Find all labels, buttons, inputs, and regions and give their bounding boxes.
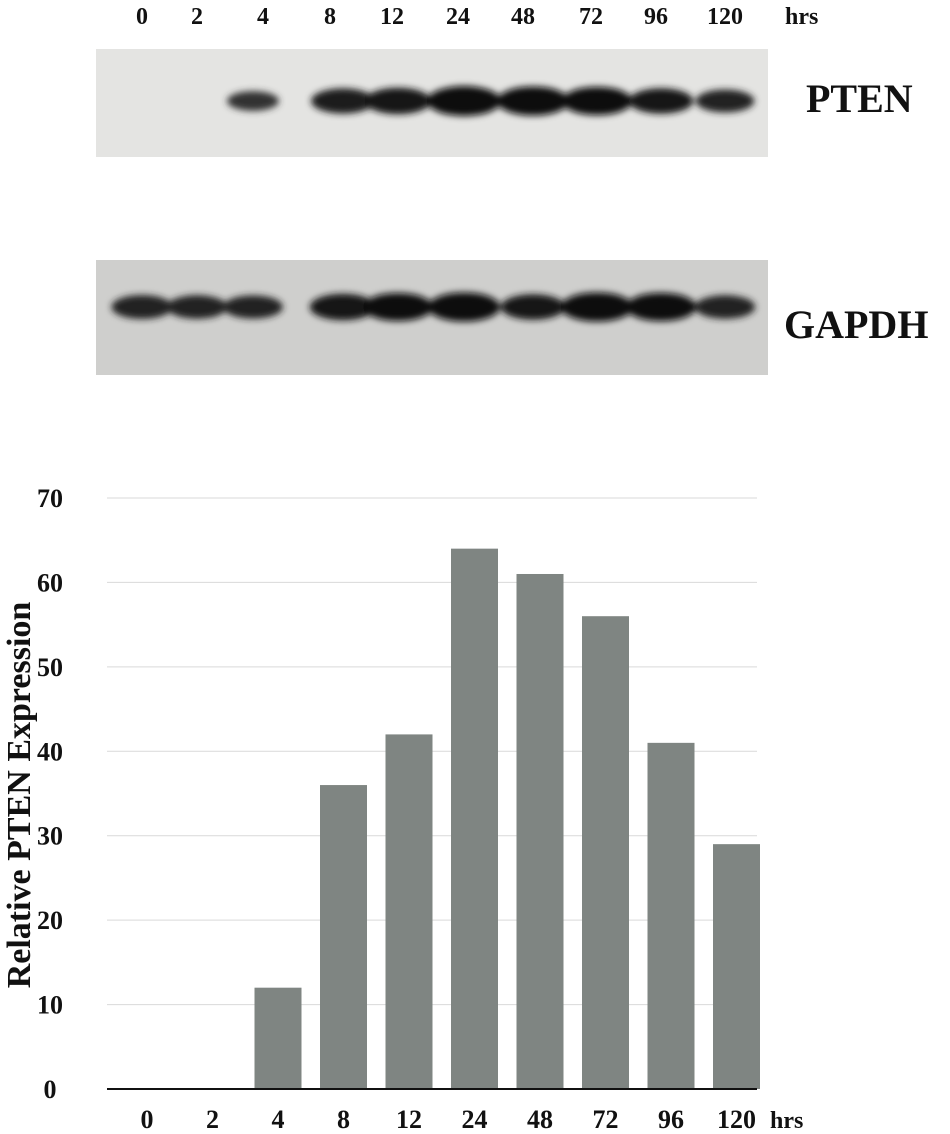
blot-band bbox=[560, 292, 634, 322]
blot-time-label: 4 bbox=[257, 4, 269, 30]
y-tick-label: 10 bbox=[37, 991, 63, 1020]
x-tick-label: 4 bbox=[272, 1105, 285, 1134]
blot-band bbox=[628, 88, 694, 114]
x-tick-label: 48 bbox=[527, 1105, 553, 1134]
pten-band-label: PTEN bbox=[806, 76, 913, 121]
blot-band bbox=[223, 295, 283, 319]
gapdh-blot-panel bbox=[96, 260, 768, 375]
blot-band bbox=[625, 292, 697, 322]
gapdh-bands bbox=[111, 292, 756, 322]
blot-time-label: 12 bbox=[380, 4, 404, 30]
blot-band bbox=[363, 292, 433, 322]
blot-band bbox=[695, 89, 755, 113]
blot-band bbox=[694, 295, 756, 319]
x-tick-label: 0 bbox=[141, 1105, 154, 1134]
blot-time-label: 96 bbox=[644, 4, 668, 30]
blot-band bbox=[227, 91, 279, 111]
y-tick-label: 50 bbox=[37, 653, 63, 682]
y-tick-label: 60 bbox=[37, 568, 63, 597]
blot-time-labels: 0 2 4 8 12 24 48 72 96 120 bbox=[136, 4, 743, 30]
bar bbox=[385, 734, 433, 1089]
pten-bands bbox=[227, 86, 755, 116]
y-tick-label: 20 bbox=[37, 906, 63, 935]
y-tick-label: 70 bbox=[37, 484, 63, 513]
blot-band bbox=[500, 294, 566, 320]
bar bbox=[451, 548, 498, 1089]
blot-time-label: 8 bbox=[324, 4, 336, 30]
x-tick-label: 12 bbox=[396, 1105, 422, 1134]
y-tick-label: 30 bbox=[37, 822, 63, 851]
blot-band bbox=[561, 86, 633, 116]
blot-band bbox=[309, 293, 377, 321]
gapdh-band-label: GAPDH bbox=[784, 302, 928, 347]
blot-time-unit: hrs bbox=[785, 4, 818, 30]
y-tick-label: 0 bbox=[44, 1075, 57, 1104]
bar bbox=[713, 844, 760, 1089]
blot-time-label: 24 bbox=[446, 4, 470, 30]
bars bbox=[254, 548, 760, 1089]
x-tick-label: 96 bbox=[658, 1105, 684, 1134]
x-tick-label: 72 bbox=[593, 1105, 619, 1134]
blot-band bbox=[311, 88, 375, 114]
blot-time-label: 120 bbox=[707, 4, 743, 30]
y-axis-label: Relative PTEN Expression bbox=[1, 602, 38, 989]
bar bbox=[320, 785, 367, 1089]
x-tick-label: 8 bbox=[337, 1105, 350, 1134]
blot-time-label: 0 bbox=[136, 4, 148, 30]
blot-time-label: 72 bbox=[579, 4, 603, 30]
blot-band bbox=[166, 295, 228, 319]
blot-band bbox=[427, 86, 501, 116]
blot-band bbox=[111, 295, 173, 319]
blot-band bbox=[364, 87, 432, 115]
x-tick-label: 24 bbox=[462, 1105, 488, 1134]
blot-band bbox=[496, 86, 570, 116]
blot-time-label: 48 bbox=[511, 4, 535, 30]
x-tick-label: 120 bbox=[717, 1105, 756, 1134]
x-tick-label: 2 bbox=[206, 1105, 219, 1134]
x-axis-unit: hrs bbox=[770, 1108, 803, 1134]
blot-time-label: 2 bbox=[191, 4, 203, 30]
bar bbox=[516, 573, 564, 1089]
y-tick-label: 40 bbox=[37, 737, 63, 766]
bar bbox=[647, 742, 695, 1089]
x-tick-labels: 0 2 4 8 12 24 48 72 96 120 bbox=[141, 1105, 757, 1134]
bar bbox=[254, 987, 302, 1089]
y-tick-labels: 0 10 20 30 40 50 60 70 bbox=[37, 484, 63, 1104]
blot-band bbox=[427, 292, 501, 322]
bar bbox=[582, 616, 629, 1089]
pten-blot-panel bbox=[96, 49, 768, 157]
